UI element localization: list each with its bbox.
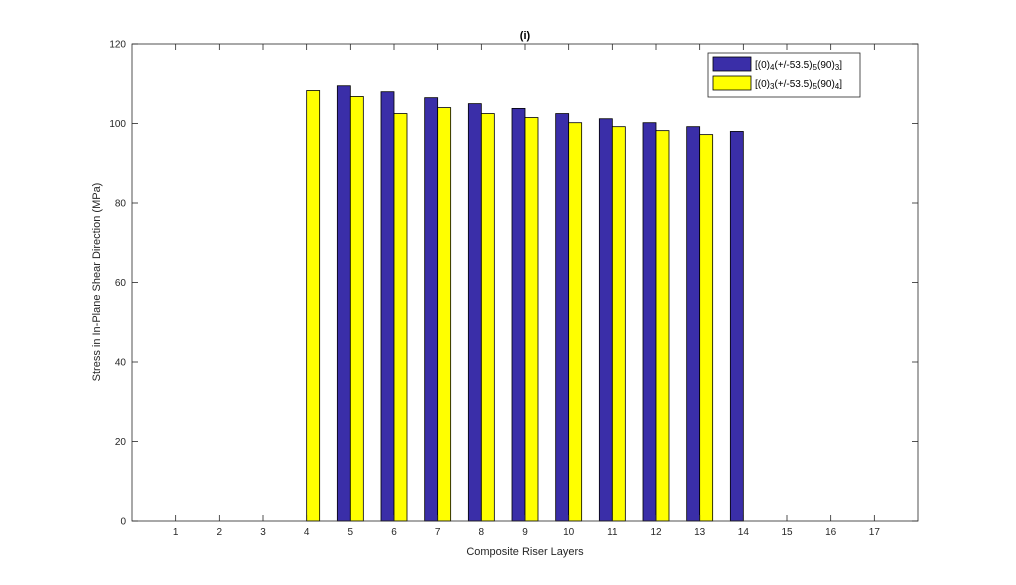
bar-series-2-layer-11	[611, 126, 626, 522]
legend-swatch-2	[712, 75, 752, 91]
bar-series-2-layer-4	[306, 90, 321, 522]
bar-series-2-layer-10	[568, 122, 583, 522]
x-tick-label: 10	[563, 527, 575, 538]
x-tick-label: 14	[738, 527, 750, 538]
y-tick-label: 40	[115, 358, 127, 369]
legend-label-1: [(0)4(+/-53.5)5(90)3]	[755, 60, 842, 72]
x-tick-label: 16	[825, 527, 837, 538]
legend: [(0)4(+/-53.5)5(90)3] [(0)3(+/-53.5)5(90)…	[707, 52, 861, 98]
y-tick-label: 20	[115, 437, 127, 448]
legend-swatch-1	[712, 56, 752, 72]
y-tick-label: 100	[109, 119, 126, 130]
bar-series-1-layer-11	[598, 118, 613, 522]
bar-series-2-layer-13	[699, 134, 714, 522]
bar-series-1-layer-8	[467, 103, 482, 522]
bar-series-2-layer-9	[524, 117, 539, 522]
y-tick-label: 0	[120, 517, 126, 528]
x-tick-label: 4	[304, 527, 310, 538]
bar-series-2-layer-5	[349, 96, 364, 522]
bar-series-1-layer-6	[380, 91, 395, 522]
bar-series-1-layer-14	[729, 131, 744, 522]
y-axis-label: Stress in In-Plane Shear Direction (MPa)	[91, 183, 103, 382]
bar-series-1-layer-12	[642, 122, 657, 522]
x-tick-label: 11	[607, 527, 618, 538]
bar-series-2-layer-6	[393, 113, 408, 522]
x-tick-label: 17	[869, 527, 881, 538]
bar-series-1-layer-9	[511, 107, 526, 522]
bar-series-2-layer-7	[437, 107, 452, 522]
chart-title: (i)	[520, 30, 531, 42]
bars-group	[306, 85, 744, 522]
bar-series-1-layer-7	[424, 97, 439, 522]
x-tick-label: 12	[650, 527, 662, 538]
bar-series-2-layer-12	[655, 130, 670, 522]
y-tick-label: 120	[109, 40, 126, 51]
y-tick-label: 60	[115, 278, 127, 289]
bar-series-1-layer-5	[336, 85, 351, 522]
x-tick-label: 1	[173, 527, 179, 538]
x-tick-label: 6	[391, 527, 397, 538]
x-tick-label: 7	[435, 527, 441, 538]
bar-series-2-layer-8	[480, 113, 495, 522]
x-tick-label: 13	[694, 527, 706, 538]
bar-series-1-layer-13	[686, 126, 701, 522]
bar-series-1-layer-10	[555, 113, 570, 522]
x-tick-label: 2	[217, 527, 223, 538]
x-tick-label: 3	[260, 527, 266, 538]
x-axis-label: Composite Riser Layers	[466, 546, 584, 558]
x-tick-label: 15	[781, 527, 793, 538]
x-tick-label: 9	[522, 527, 528, 538]
y-tick-label: 80	[115, 199, 127, 210]
x-tick-label: 8	[479, 527, 485, 538]
legend-label-2: [(0)3(+/-53.5)5(90)4]	[755, 79, 842, 91]
x-tick-label: 5	[348, 527, 354, 538]
